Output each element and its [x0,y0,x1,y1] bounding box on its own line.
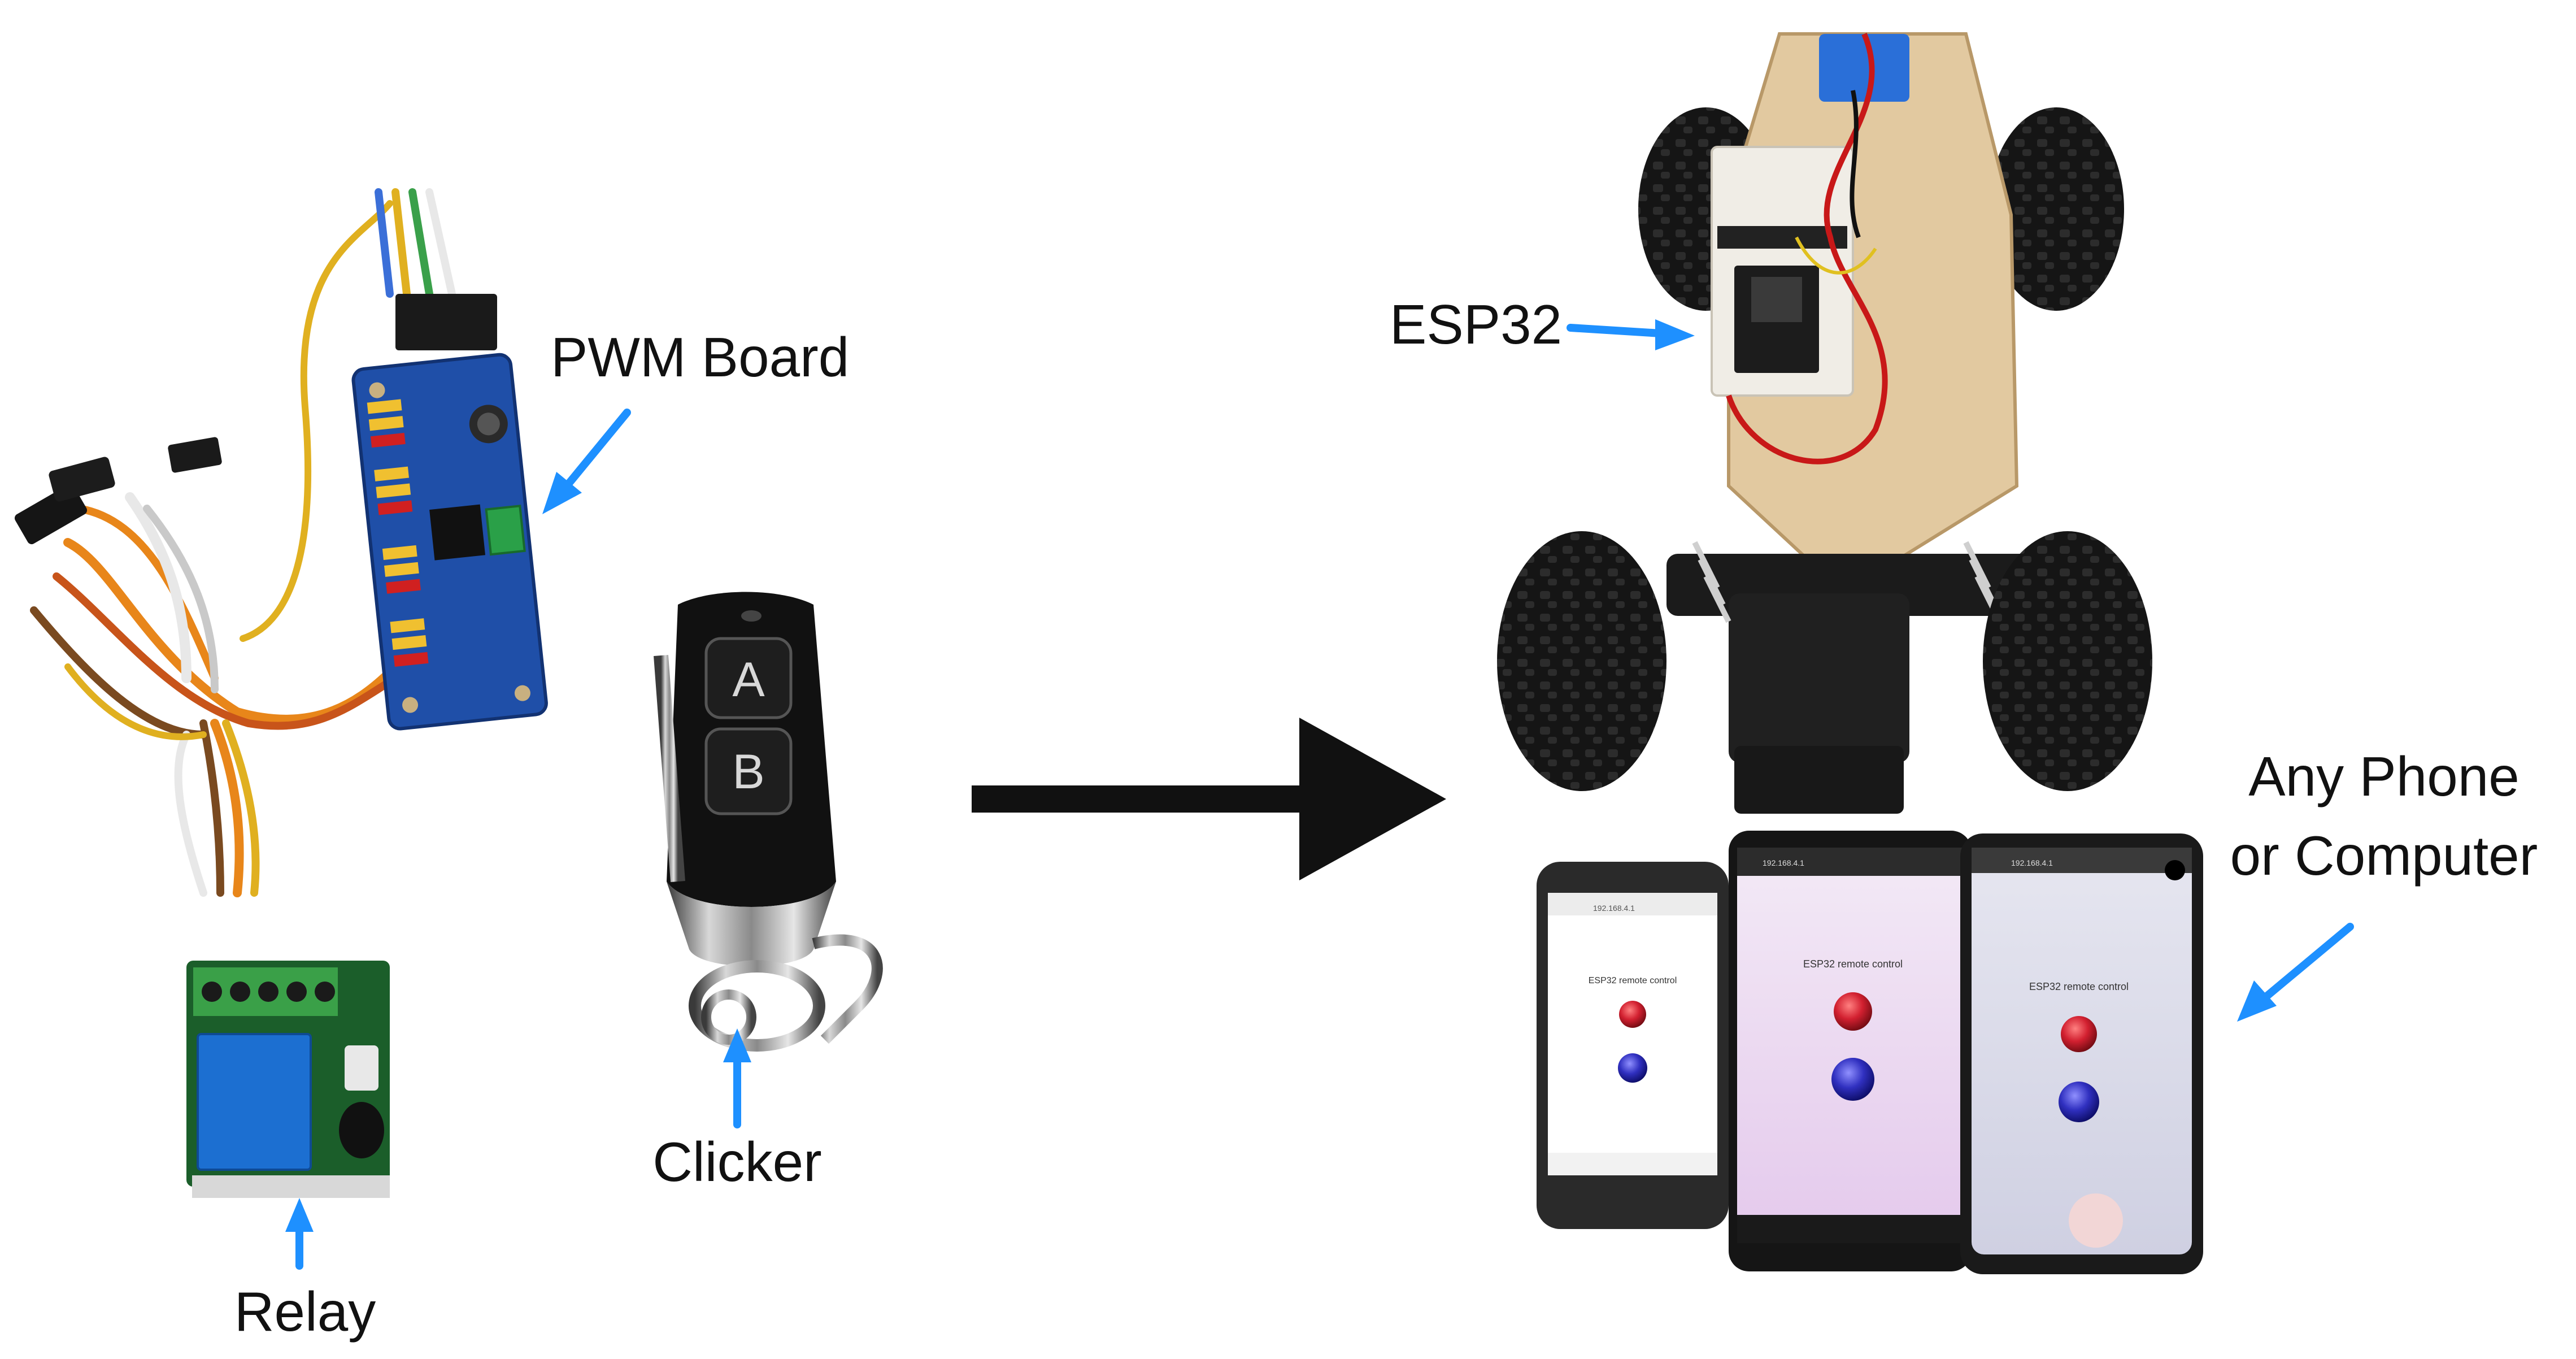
relay-photo [186,961,390,1198]
phone-3-red-button [2061,1016,2097,1052]
phone-1-title: ESP32 remote control [1589,976,1677,985]
clicker-pointer-arrow-icon [723,1028,751,1128]
clicker-button-b-label: B [732,745,764,799]
phone-2-red-button [1834,992,1872,1031]
phone-1 [1537,862,1729,1229]
phone-pointer-arrow-icon [2237,923,2354,1022]
phone-3 [1960,833,2203,1274]
phone-1-url: 192.168.4.1 [1593,904,1635,913]
phone-1-red-button [1619,1001,1646,1028]
relay-pointer-arrow-icon [285,1198,314,1270]
esp32-pointer-arrow-icon [1567,319,1695,350]
pwm-board-label: PWM Board [551,326,850,388]
relay-label: Relay [234,1280,376,1343]
clicker-photo [654,592,883,1052]
any-phone-label-line2: or Computer [2230,824,2538,887]
main-arrow-icon [972,718,1446,880]
clicker-label: Clicker [652,1131,822,1193]
phone-2-blue-button [1831,1058,1874,1101]
rc-car-photo [1497,32,2152,814]
phone-3-title: ESP32 remote control [2029,981,2129,992]
phone-2-url: 192.168.4.1 [1763,858,1804,867]
phone-2-title: ESP32 remote control [1803,958,1903,970]
clicker-button-a-label: A [732,653,765,707]
esp32-label: ESP32 [1390,293,1563,355]
phone-1-blue-button [1618,1053,1647,1083]
phone-3-blue-button [2059,1082,2099,1122]
pwm-board-pointer-arrow-icon [542,409,631,514]
phone-2 [1729,831,1972,1271]
phone-3-url: 192.168.4.1 [2011,858,2053,867]
pwm-board-photo [14,188,548,897]
any-phone-label-line1: Any Phone [2248,745,2520,807]
